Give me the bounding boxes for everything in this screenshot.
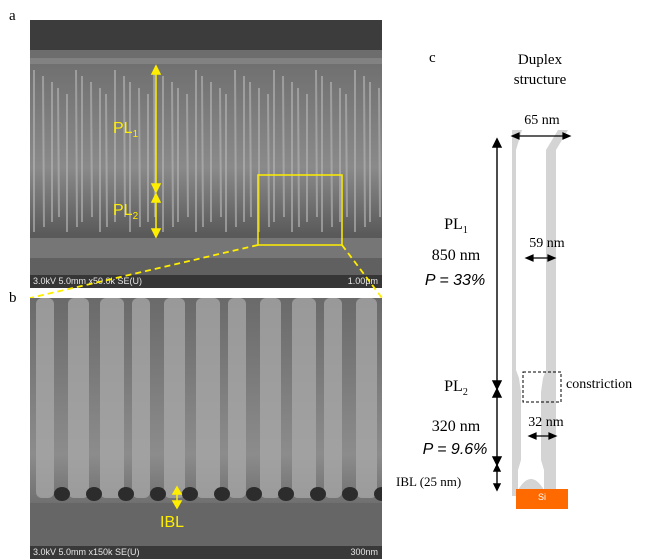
mid-width-label: 59 nm (529, 236, 565, 251)
constriction-label: constriction (566, 377, 633, 392)
constriction-box (522, 371, 562, 403)
pl2-thickness: 320 nm (431, 418, 481, 435)
sem-image-a: PL1 PL2 3.0kV 5.0mm x50.0k SE(U) 1.00μm (30, 20, 382, 288)
sem-image-b: IBL 3.0kV 5.0mm x150k SE(U) 300nm (30, 298, 382, 559)
pl2-porosity: P = 9.6% (422, 441, 488, 458)
pl1-label-a: PL1 (113, 120, 139, 141)
ibl-label-b: IBL (160, 514, 185, 531)
zoom-box (257, 174, 343, 246)
diagram-title-line2: structure (513, 72, 567, 88)
pl2-label-c: PL2 (444, 378, 468, 399)
sem-annotations-b (171, 485, 183, 510)
panel-letter-b: b (9, 290, 17, 306)
substrate (516, 489, 568, 509)
sem-info-b: 3.0kV 5.0mm x150k SE(U) (33, 547, 140, 557)
panel-letter-a: a (9, 8, 16, 24)
sem-annotations-a (150, 64, 343, 246)
pl2-label-a: PL2 (113, 202, 139, 223)
pore-bottom (518, 479, 544, 490)
diagram-title: Duplex structure (480, 50, 600, 90)
pl1-porosity: P = 33% (424, 272, 486, 289)
ibl-label-c: IBL (25 nm) (396, 474, 462, 489)
substrate-label: Si (537, 492, 546, 502)
sem-info-bar-b: 3.0kV 5.0mm x150k SE(U) 300nm (30, 546, 382, 559)
bottom-width-label: 32 nm (528, 415, 564, 430)
pl1-label-c: PL1 (444, 216, 468, 237)
top-width-label: 65 nm (524, 113, 560, 128)
scale-label-b: 300nm (350, 547, 378, 557)
panel-letter-c: c (429, 50, 436, 66)
diagram-title-line1: Duplex (517, 52, 563, 68)
pore-channel (516, 130, 558, 490)
pl1-thickness: 850 nm (431, 247, 481, 264)
sem-texture-b (30, 298, 382, 559)
